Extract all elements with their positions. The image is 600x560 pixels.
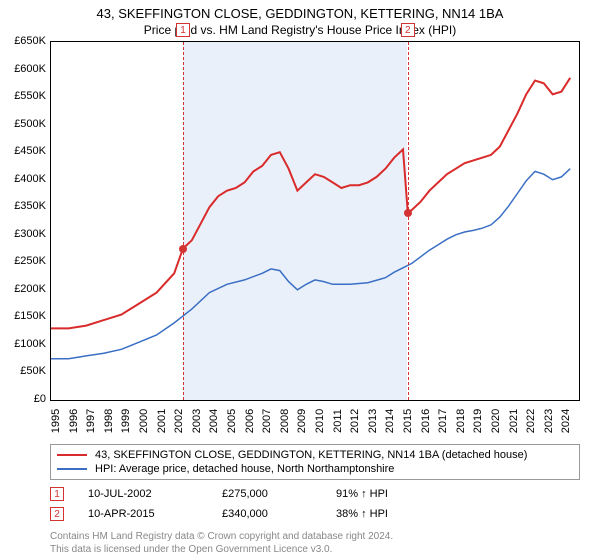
footer: Contains HM Land Registry data © Crown c… [50,530,580,556]
x-tick-label: 2002 [173,409,185,433]
x-tick-label: 2011 [332,409,344,433]
sales-diff: 38% ↑ HPI [336,508,436,520]
legend-row: HPI: Average price, detached house, Nort… [57,462,573,476]
x-tick-label: 2019 [472,409,484,433]
y-tick-label: £200K [14,283,46,295]
legend-row: 43, SKEFFINGTON CLOSE, GEDDINGTON, KETTE… [57,448,573,462]
x-tick-label: 2004 [208,409,220,433]
series-hpi [51,169,570,359]
y-tick-label: £0 [34,393,46,405]
sales-marker-1: 1 [50,487,64,501]
sales-price: £340,000 [222,508,312,520]
y-tick-label: £300K [14,228,46,240]
chart-subtitle: Price paid vs. HM Land Registry's House … [0,21,600,41]
x-tick-label: 2012 [349,409,361,433]
y-tick-label: £600K [14,63,46,75]
y-tick-label: £150K [14,310,46,322]
x-tick-label: 2015 [402,409,414,433]
y-tick-label: £400K [14,173,46,185]
x-tick-label: 1995 [50,409,62,433]
marker-dot-2 [404,209,412,217]
x-tick-label: 2007 [261,409,273,433]
y-axis-ticks: £0£50K£100K£150K£200K£250K£300K£350K£400… [0,41,50,401]
x-tick-label: 2024 [560,409,572,433]
footer-line-1: Contains HM Land Registry data © Crown c… [50,530,580,543]
x-tick-label: 2021 [508,409,520,433]
x-tick-label: 2009 [296,409,308,433]
footer-line-2: This data is licensed under the Open Gov… [50,543,580,556]
marker-dot-1 [179,245,187,253]
chart-title: 43, SKEFFINGTON CLOSE, GEDDINGTON, KETTE… [0,0,600,21]
y-tick-label: £50K [20,365,46,377]
legend-label: 43, SKEFFINGTON CLOSE, GEDDINGTON, KETTE… [95,449,527,461]
x-tick-label: 2018 [455,409,467,433]
y-tick-label: £500K [14,118,46,130]
legend-label: HPI: Average price, detached house, Nort… [95,463,394,475]
x-tick-label: 2020 [490,409,502,433]
x-tick-label: 2014 [384,409,396,433]
y-tick-label: £100K [14,338,46,350]
x-tick-label: 2022 [525,409,537,433]
x-tick-label: 2017 [437,409,449,433]
x-tick-label: 2005 [226,409,238,433]
sales-row: 1 10-JUL-2002 £275,000 91% ↑ HPI [50,484,580,504]
marker-label-1: 1 [176,23,190,37]
legend: 43, SKEFFINGTON CLOSE, GEDDINGTON, KETTE… [50,444,580,480]
x-tick-label: 2010 [314,409,326,433]
legend-swatch [57,468,87,470]
x-tick-label: 2006 [244,409,256,433]
marker-line-2 [408,42,409,400]
sales-date: 10-JUL-2002 [88,488,198,500]
sales-price: £275,000 [222,488,312,500]
sales-table: 1 10-JUL-2002 £275,000 91% ↑ HPI 2 10-APR-201… [50,484,580,524]
x-tick-label: 2016 [420,409,432,433]
sales-date: 10-APR-2015 [88,508,198,520]
x-axis-ticks: 1995 1996 1997 1998 1999 2000 2001 2002 2003 2004… [50,403,580,443]
y-tick-label: £450K [14,145,46,157]
x-tick-label: 1999 [120,409,132,433]
y-tick-label: £250K [14,255,46,267]
y-tick-label: £650K [14,35,46,47]
marker-label-2: 2 [401,23,415,37]
chart-container: 43, SKEFFINGTON CLOSE, GEDDINGTON, KETTE… [0,0,600,560]
x-tick-label: 2000 [138,409,150,433]
series-property-price [51,78,570,329]
x-tick-label: 1996 [68,409,80,433]
y-tick-label: £350K [14,200,46,212]
x-tick-label: 2013 [367,409,379,433]
sales-diff: 91% ↑ HPI [336,488,436,500]
y-tick-label: £550K [14,90,46,102]
x-tick-label: 1998 [103,409,115,433]
x-tick-label: 2003 [191,409,203,433]
x-tick-label: 2001 [156,409,168,433]
sales-row: 2 10-APR-2015 £340,000 38% ↑ HPI [50,504,580,524]
plot-area: 12 [50,41,580,401]
x-tick-label: 2008 [279,409,291,433]
sales-marker-2: 2 [50,507,64,521]
x-tick-label: 2023 [543,409,555,433]
marker-line-1 [183,42,184,400]
legend-swatch [57,454,87,456]
x-tick-label: 1997 [85,409,97,433]
chart-lines [51,42,579,400]
